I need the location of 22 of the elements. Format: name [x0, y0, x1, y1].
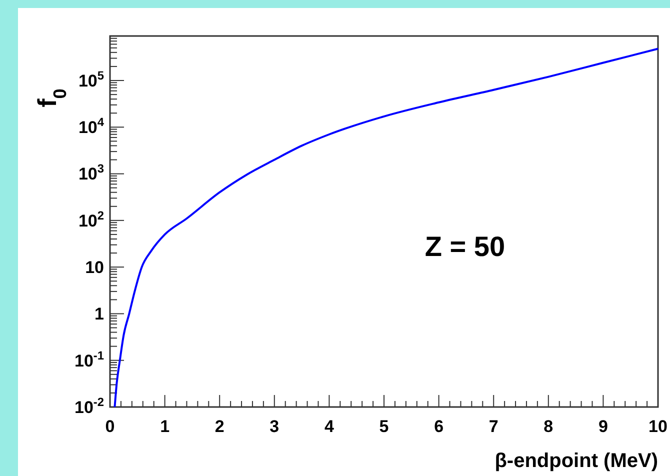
x-tick-label: 6: [434, 417, 444, 436]
y-tick-label: 10$^{4}$: [78, 115, 104, 138]
y-tick-label: 1: [94, 304, 104, 324]
x-tick-label: 7: [488, 417, 498, 436]
y-tick-label: 10$^{3}$: [78, 162, 104, 184]
y-tick-label: 10: [85, 258, 104, 278]
x-tick-label: 9: [598, 417, 608, 436]
x-tick-label: 2: [214, 417, 224, 436]
x-tick-label: 4: [324, 417, 334, 436]
y-tick-label: 10$^{2}$: [78, 208, 104, 230]
x-tick-label: 1: [160, 417, 170, 436]
x-tick-label: 8: [544, 417, 554, 436]
annotation: Z = 50: [424, 231, 506, 262]
x-tick-label: 3: [270, 417, 280, 436]
x-tick-label: 0: [105, 417, 115, 436]
y-tick-label: 10$^{-2}$: [74, 394, 104, 417]
y-tick-label: 10$^{5}$: [78, 68, 104, 90]
x-axis-title: β-endpoint (MeV): [494, 450, 658, 472]
x-tick-label: 10: [648, 417, 668, 436]
x-tick-label: 5: [379, 417, 389, 436]
line-series: [114, 48, 659, 408]
y-tick-label: 10$^{-1}$: [74, 348, 104, 370]
